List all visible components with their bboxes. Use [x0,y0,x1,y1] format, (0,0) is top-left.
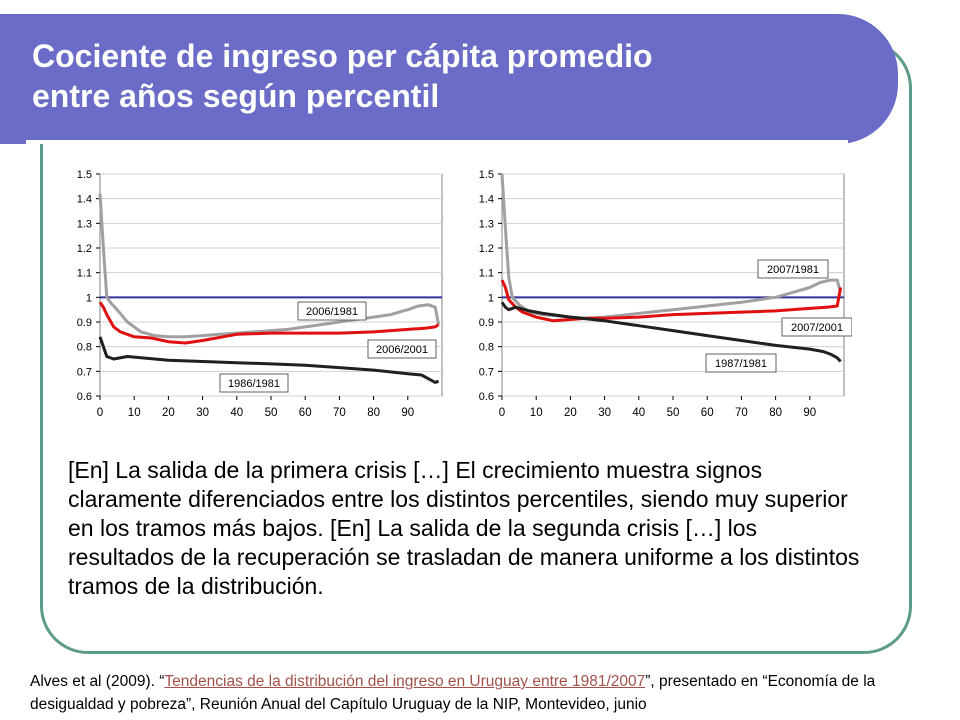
y-tick-label: 0.8 [479,342,494,354]
y-tick-label: 0.7 [77,366,92,378]
series-label: 2007/1981 [757,259,829,279]
citation-suffix: ”, presentado en “Economía de la desigua… [30,673,876,713]
y-tick-label: 0.6 [479,391,494,403]
y-tick-label: 1.1 [479,268,494,280]
series-label-text: 1986/1981 [228,378,280,390]
y-tick-label: 1.5 [77,169,92,181]
title-line-1: Cociente de ingreso per cápita promedio [32,38,653,74]
y-tick-label: 1.1 [77,268,92,280]
series-line-2006-1981 [98,193,441,339]
x-tick-label: 70 [735,407,748,419]
series-line-1986-1981 [98,336,440,384]
title-line-2: entre años según percentil [32,78,440,114]
series-label: 2006/2001 [367,339,437,359]
y-tick-label: 1.3 [479,218,494,230]
series-label-text: 2006/1981 [306,306,358,318]
series-line-1987-1981 [500,301,842,363]
x-tick-label: 30 [196,407,209,419]
x-tick-label: 10 [530,407,543,419]
x-tick-label: 50 [667,407,680,419]
y-tick-label: 1.2 [479,243,494,255]
y-tick-label: 0.8 [77,342,92,354]
x-tick-label: 60 [701,407,714,419]
body-paragraph: [En] La salida de la primera crisis […] … [68,457,860,599]
x-tick-label: 30 [598,407,611,419]
series-label-box [297,301,367,321]
x-tick-label: 90 [401,407,414,419]
series-label: 2007/2001 [781,317,853,337]
slide-title: Cociente de ingreso per cápita promedio … [32,36,653,116]
y-tick-label: 0.6 [77,391,92,403]
line-chart: 1.5 1.4 1.3 1.2 1.1 1 0.9 0.8 0.7 0.6 0 10 20 30 40 50 6… [77,169,443,419]
series-label: 1986/1981 [219,373,289,393]
x-tick-label: 40 [632,407,645,419]
plot-area [501,173,845,397]
x-tick-label: 80 [769,407,782,419]
series-label-box [219,373,289,393]
y-tick-label: 0.7 [479,366,494,378]
title-underline [26,140,848,144]
series-label: 2006/1981 [297,301,367,321]
chart-right: 1.5 1.4 1.3 1.2 1.1 1 0.9 0.8 0.7 0.6 0 10 20 30 40 50 6… [462,160,853,435]
series-line-2007-1981 [500,173,843,320]
x-tick-label: 90 [803,407,816,419]
series-label: 1987/1981 [705,353,777,373]
line-chart: 1.5 1.4 1.3 1.2 1.1 1 0.9 0.8 0.7 0.6 0 10 20 30 40 50 6… [479,169,853,419]
x-tick-label: 80 [367,407,380,419]
x-tick-label: 60 [299,407,312,419]
x-tick-label: 50 [265,407,278,419]
x-tick-label: 10 [128,407,141,419]
series-line-2006-2001 [98,301,440,345]
y-tick-label: 0.9 [479,317,494,329]
chart-left: 1.5 1.4 1.3 1.2 1.1 1 0.9 0.8 0.7 0.6 0 10 20 30 40 50 6… [60,160,450,435]
x-tick-label: 40 [230,407,243,419]
y-tick-label: 1 [488,292,494,304]
citation-link[interactable]: Tendencias de la distribución del ingres… [164,673,646,690]
series-label-text: 1987/1981 [715,358,767,370]
citation-prefix: Alves et al (2009). “ [30,673,165,690]
citation: Alves et al (2009). “Tendencias de la di… [30,670,950,716]
y-tick-label: 1.4 [77,194,92,206]
title-bar: Cociente de ingreso per cápita promedio … [0,14,898,144]
series-label-text: 2006/2001 [376,344,428,356]
x-tick-label: 0 [499,407,505,419]
y-tick-label: 1.5 [479,169,494,181]
x-tick-label: 20 [162,407,175,419]
series-label-text: 2007/2001 [791,322,843,334]
series-label-box [367,339,437,359]
x-tick-label: 20 [564,407,577,419]
series-label-box [757,259,829,279]
series-label-text: 2007/1981 [767,264,819,276]
y-tick-label: 1.3 [77,218,92,230]
y-tick-label: 0.9 [77,317,92,329]
y-tick-label: 1.4 [479,194,494,206]
y-tick-label: 1.2 [77,243,92,255]
y-tick-label: 1 [86,292,92,304]
x-tick-label: 70 [333,407,346,419]
x-tick-label: 0 [97,407,103,419]
series-label-box [705,353,777,373]
